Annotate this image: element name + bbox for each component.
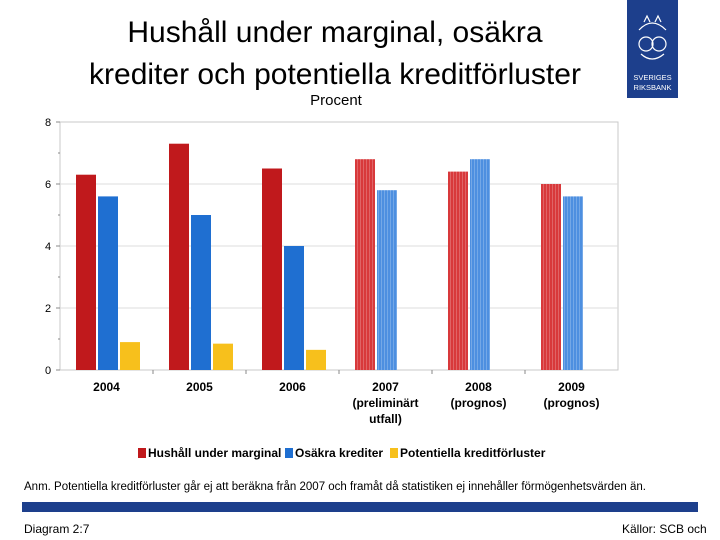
legend-label: Potentiella kreditförluster: [400, 446, 546, 460]
y-tick-label: 2: [45, 303, 51, 315]
y-tick-label: 8: [45, 117, 51, 129]
y-tick-label: 6: [45, 179, 51, 191]
x-tick-sublabel: utfall): [369, 412, 402, 426]
bar-uncertain-credit: [284, 246, 304, 370]
x-tick-label: 2008: [465, 380, 492, 394]
x-tick-sublabel: (preliminärt: [352, 396, 418, 410]
x-tick-label: 2007: [372, 380, 399, 394]
y-tick-label: 4: [45, 241, 51, 253]
y-tick-label: 0: [45, 365, 51, 377]
legend-swatch: [390, 448, 398, 458]
logo-text-line-2: RIKSBANK: [634, 83, 672, 92]
x-tick-label: 2009: [558, 380, 585, 394]
bar-uncertain-credit: [470, 159, 490, 370]
bar-potential-loss: [120, 342, 140, 370]
slide-title-line-1: Hushåll under marginal, osäkra: [127, 16, 543, 49]
chart-title: Procent: [310, 92, 363, 109]
bar-household-margin: [448, 171, 468, 370]
bar-potential-loss: [306, 349, 326, 370]
bar-uncertain-credit: [191, 215, 211, 370]
source-text: Källor: SCB och: [622, 522, 707, 536]
bar-household-margin: [541, 184, 561, 370]
bar-uncertain-credit: [563, 196, 583, 370]
bar-potential-loss: [213, 343, 233, 370]
bar-uncertain-credit: [98, 196, 118, 370]
bar-household-margin: [262, 168, 282, 370]
diagram-label: Diagram 2:7: [24, 522, 90, 536]
x-tick-label: 2006: [279, 380, 306, 394]
bar-household-margin: [76, 174, 96, 370]
bar-household-margin: [169, 143, 189, 370]
slide-title: Hushåll under marginal, osäkra krediter …: [20, 12, 650, 96]
legend-label: Hushåll under marginal: [148, 446, 281, 460]
legend-label: Osäkra krediter: [295, 446, 383, 460]
bar-chart: 0 2 4 6 8 Procent 2004 2005 2006 2007 (preliminärt…: [45, 92, 619, 460]
slide-title-line-2: krediter och potentiella kreditförluster: [89, 58, 581, 91]
legend-swatch: [285, 448, 293, 458]
x-tick-label: 2005: [186, 380, 213, 394]
x-tick-sublabel: (prognos): [451, 396, 507, 410]
legend-swatch: [138, 448, 146, 458]
chart-note: Anm. Potentiella kreditförluster går ej …: [24, 481, 646, 493]
riksbank-logo: SVERIGES RIKSBANK: [627, 0, 678, 98]
bar-uncertain-credit: [377, 190, 397, 370]
logo-text-line-1: SVERIGES: [633, 73, 671, 82]
footer-rule: [22, 502, 698, 512]
x-tick-label: 2004: [93, 380, 120, 394]
bar-household-margin: [355, 159, 375, 370]
x-tick-sublabel: (prognos): [544, 396, 600, 410]
